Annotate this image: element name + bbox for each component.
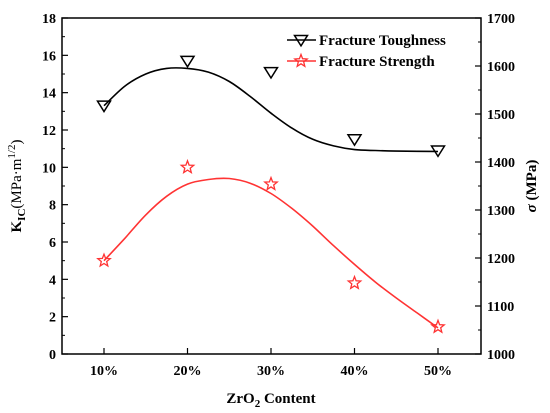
fracture-toughness-point — [430, 145, 446, 158]
x-tick-label: 50% — [424, 364, 452, 379]
y-left-tick-label: 12 — [42, 124, 56, 139]
y-left-tick-label: 8 — [49, 199, 56, 214]
y-right-tick-label: 1600 — [487, 60, 515, 75]
y-left-tick-label: 4 — [49, 273, 56, 288]
y-axis-right-title: σ (MPa) — [524, 160, 540, 213]
y-right-tick-label: 1200 — [487, 252, 515, 267]
fracture-strength-fit-line — [103, 177, 439, 329]
x-tick-label: 20% — [174, 364, 202, 379]
fracture-strength-point — [346, 274, 363, 290]
fracture-toughness-fit-line — [103, 67, 439, 153]
y-axis-left-title: KIC(MPa·m1/2) — [6, 140, 28, 233]
y-right-tick-label: 1700 — [487, 12, 515, 27]
x-tick-label: 40% — [341, 364, 369, 379]
fracture-toughness-point — [179, 55, 196, 69]
legend-marker-fracture-toughness — [293, 34, 309, 48]
fracture-strength-point — [96, 252, 112, 268]
y-left-tick-label: 10 — [42, 161, 56, 176]
legend-label-fracture-toughness: Fracture Toughness — [319, 33, 446, 49]
fracture-toughness-point — [96, 100, 112, 113]
fracture-strength-point — [179, 158, 196, 175]
y-left-tick-label: 6 — [49, 236, 56, 251]
y-right-tick-label: 1000 — [487, 348, 515, 363]
x-axis-title: ZrO2 Content — [226, 391, 315, 410]
x-tick-label: 10% — [90, 364, 118, 379]
y-left-tick-label: 16 — [42, 49, 56, 64]
fracture-strength-point — [430, 318, 446, 334]
y-right-tick-label: 1500 — [487, 108, 515, 123]
y-right-tick-label: 1300 — [487, 204, 515, 219]
y-right-tick-label: 1100 — [487, 300, 514, 315]
y-left-tick-label: 0 — [49, 348, 56, 363]
y-right-tick-label: 1400 — [487, 156, 515, 171]
y-left-tick-label: 2 — [49, 311, 56, 326]
x-tick-label: 30% — [257, 364, 285, 379]
legend-label-fracture-strength: Fracture Strength — [319, 54, 435, 70]
fracture-toughness-point — [263, 66, 279, 80]
y-left-tick-label: 18 — [42, 12, 56, 27]
fracture-toughness-point — [346, 134, 363, 147]
legend-marker-fracture-strength — [293, 52, 309, 68]
y-left-tick-label: 14 — [42, 87, 56, 102]
fracture-strength-point — [263, 175, 279, 191]
